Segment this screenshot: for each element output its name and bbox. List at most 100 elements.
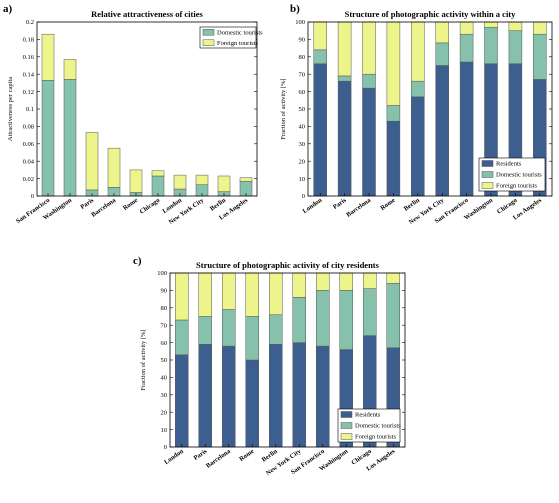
legend-label-foreign: Foreign tourists: [496, 183, 537, 190]
y-tick-label: 0.2: [26, 19, 34, 26]
bar-washington-domestic: [484, 26, 498, 65]
y-tick-label: 0.18: [23, 37, 34, 44]
bar-rome-residents: [245, 359, 259, 448]
bar-san-francisco-foreign: [459, 21, 474, 35]
y-tick-label: 0.16: [23, 54, 35, 61]
panel-letter-c: c): [133, 255, 142, 267]
legend-swatch-domestic: [481, 171, 494, 178]
legend-label-foreign: Foreign tourists: [217, 40, 258, 47]
category-label: Chicago: [138, 197, 161, 216]
bar-london-domestic: [175, 319, 189, 356]
y-tick-label: 0.02: [23, 176, 34, 183]
bar-los-angeles-domestic: [533, 33, 547, 80]
y-tick-label: 0: [31, 193, 34, 200]
legend-b: Residents Domestic tourists Foreign touris…: [478, 157, 546, 192]
category-label: Paris: [193, 448, 209, 462]
bar-chicago-domestic: [151, 175, 165, 197]
y-tick-label: 70: [299, 71, 306, 78]
bar-san-francisco-domestic: [316, 290, 330, 347]
bar-paris-residents: [337, 80, 352, 197]
bar-berlin-foreign: [269, 272, 283, 316]
y-tick-label: 50: [299, 106, 306, 113]
bar-san-francisco-foreign: [41, 33, 55, 81]
y-tick-label: 0.1: [26, 106, 34, 113]
legend-swatch-residents: [481, 160, 494, 167]
legend-label-domestic: Domestic tourists: [217, 29, 263, 36]
category-label: Rome: [238, 448, 255, 463]
bar-rome-foreign: [129, 169, 143, 193]
bar-chicago-domestic: [363, 288, 377, 336]
bar-washington-domestic: [63, 79, 77, 197]
y-tick-label: 20: [161, 409, 168, 416]
bar-london-residents: [313, 63, 327, 197]
bar-paris-domestic: [337, 75, 352, 82]
y-tick-label: 60: [161, 340, 168, 347]
y-tick-label: 10: [299, 176, 306, 183]
legend-swatch-foreign: [481, 182, 494, 189]
bar-barcelona-foreign: [107, 147, 121, 188]
bar-chicago-foreign: [363, 272, 377, 289]
y-tick-label: 70: [161, 322, 168, 329]
chart-title-c: Structure of photographic activity of ci…: [196, 260, 380, 270]
bar-new-york-city-domestic: [435, 42, 449, 66]
y-tick-label: 0.04: [23, 158, 35, 165]
legend-label-residents: Residents: [496, 161, 522, 168]
bar-rome-domestic: [386, 105, 401, 122]
bar-san-francisco-domestic: [41, 80, 55, 197]
bar-washington-foreign: [339, 272, 353, 291]
bar-los-angeles-foreign: [386, 272, 400, 284]
bar-berlin-domestic: [269, 314, 283, 345]
y-tick-label: 40: [299, 124, 306, 131]
bar-london-foreign: [313, 21, 327, 51]
bar-paris-domestic: [198, 316, 212, 345]
bar-los-angeles-foreign: [533, 21, 547, 35]
axes-frame-c: [169, 272, 406, 448]
bar-san-francisco-residents: [316, 345, 330, 448]
y-tick-label: 90: [299, 37, 306, 44]
bar-berlin-residents: [269, 344, 283, 448]
chart-title-b: Structure of photographic activity withi…: [345, 9, 517, 19]
category-label: Paris: [79, 197, 95, 211]
bar-washington-domestic: [339, 290, 353, 350]
bar-chicago-foreign: [151, 170, 165, 177]
bar-barcelona-foreign: [222, 272, 236, 310]
y-tick-label: 40: [161, 375, 168, 382]
y-tick-label: 80: [161, 305, 168, 312]
category-label: Berlin: [261, 448, 280, 464]
bar-los-angeles-domestic: [386, 283, 400, 349]
y-tick-label: 100: [157, 270, 167, 277]
bar-london-domestic: [313, 49, 327, 65]
bar-new-york-city-residents: [292, 342, 306, 448]
y-tick-label: 0.08: [23, 124, 34, 131]
legend-a: Domestic tourists Foreign tourists: [199, 26, 263, 49]
bar-barcelona-domestic: [222, 309, 236, 347]
bar-barcelona-foreign: [362, 21, 376, 75]
bar-london-foreign: [175, 272, 189, 321]
legend-label-foreign: Foreign tourists: [355, 434, 396, 441]
bar-london-residents: [175, 354, 189, 448]
category-label: Rome: [379, 197, 396, 212]
category-label: Rome: [122, 197, 139, 212]
category-label: Barcelona: [205, 447, 233, 469]
y-tick-label: 20: [299, 158, 306, 165]
bar-rome-foreign: [386, 21, 401, 106]
bar-paris-foreign: [85, 132, 99, 191]
legend-swatch-domestic: [340, 422, 353, 429]
bar-barcelona-domestic: [362, 73, 376, 89]
category-label: Berlin: [403, 197, 422, 213]
bar-paris-foreign: [198, 272, 212, 317]
legend-swatch-residents: [340, 411, 353, 418]
bar-barcelona-residents: [222, 345, 236, 448]
bar-san-francisco-foreign: [316, 272, 330, 291]
bar-washington-foreign: [63, 59, 77, 80]
category-label: Barcelona: [90, 196, 118, 218]
legend-label-domestic: Domestic tourists: [355, 423, 401, 430]
legend-c: Residents Domestic tourists Foreign touris…: [337, 408, 401, 443]
bar-berlin-foreign: [217, 175, 231, 192]
y-tick-label: 30: [299, 141, 306, 148]
bar-rome-domestic: [245, 316, 259, 361]
bar-san-francisco-residents: [459, 61, 474, 197]
bar-paris-residents: [198, 344, 212, 448]
legend-label-domestic: Domestic tourists: [496, 172, 542, 179]
